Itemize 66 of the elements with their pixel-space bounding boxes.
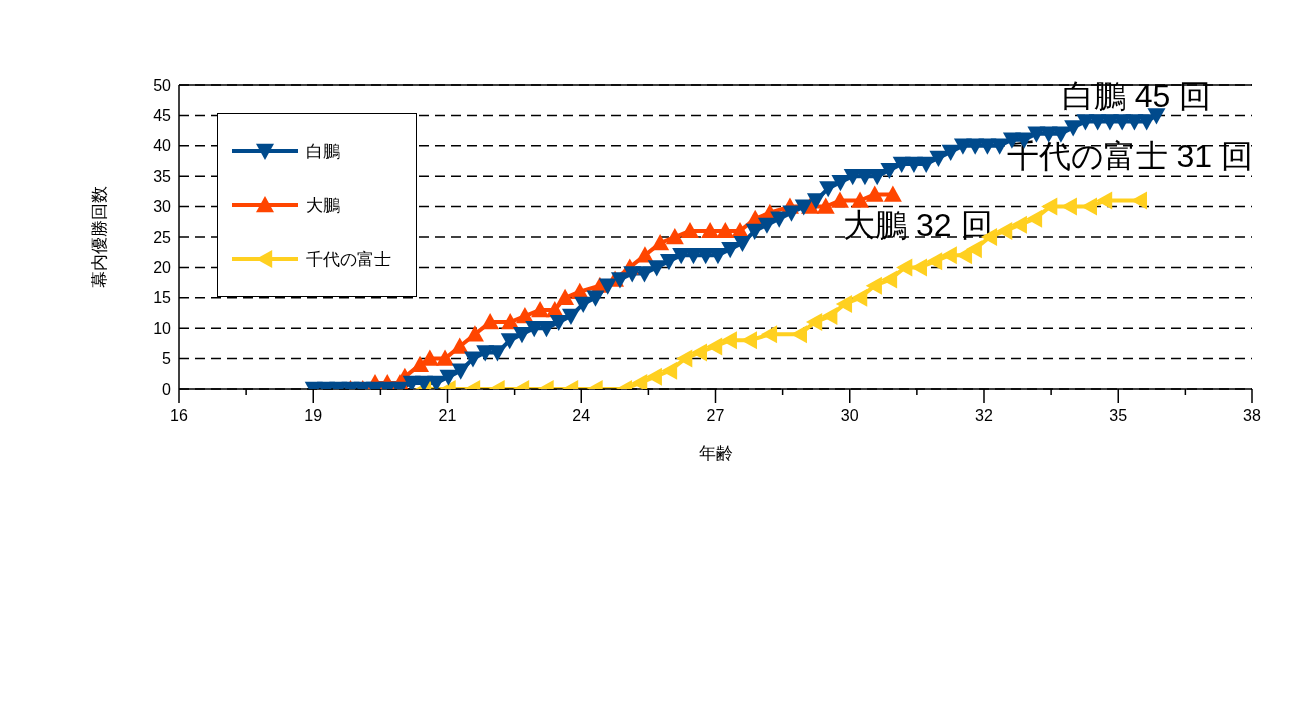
y-tick-label: 15: [153, 289, 172, 307]
point: [501, 313, 520, 330]
legend-label: 千代の富士: [306, 248, 391, 271]
x-tick-label: 38: [1243, 407, 1261, 424]
point: [805, 313, 823, 332]
point: [821, 307, 838, 326]
point: [1041, 197, 1058, 216]
point: [481, 313, 500, 330]
point: [996, 221, 1013, 240]
point: [681, 221, 700, 239]
point: [835, 294, 853, 313]
point: [830, 191, 849, 208]
point: [896, 258, 913, 277]
y-tick-label: 10: [153, 319, 172, 337]
point: [883, 185, 902, 202]
point: [1010, 215, 1027, 234]
point: [665, 228, 684, 245]
y-tick-label: 0: [162, 380, 172, 398]
x-tick-label: 24: [572, 407, 591, 424]
x-tick-label: 32: [975, 407, 993, 424]
x-tick-label: 19: [304, 407, 323, 424]
point: [556, 288, 575, 305]
point: [676, 349, 693, 368]
x-tick-label: 35: [1109, 407, 1128, 424]
x-tick-label: 30: [840, 407, 859, 424]
point: [720, 331, 737, 350]
point: [1096, 191, 1113, 210]
point: [851, 288, 868, 307]
point: [865, 276, 882, 295]
point: [701, 221, 720, 239]
legend-label: 大鵬: [306, 194, 340, 217]
point: [660, 361, 678, 380]
point: [865, 185, 884, 202]
y-tick-label: 40: [153, 137, 172, 155]
x-tick-label: 21: [438, 407, 457, 424]
point: [411, 355, 430, 372]
x-axis-title: 年齢: [698, 444, 733, 463]
legend-label: 白鵬: [306, 140, 340, 163]
point: [450, 337, 469, 354]
y-tick-label: 30: [153, 198, 172, 216]
point: [940, 246, 957, 265]
y-tick-label: 5: [162, 350, 172, 368]
point: [880, 270, 898, 289]
y-tick-label: 35: [153, 167, 172, 185]
point: [926, 252, 943, 271]
y-tick-label: 45: [153, 107, 172, 125]
point: [716, 221, 735, 239]
x-tick-label: 16: [170, 407, 188, 424]
point: [690, 343, 708, 362]
point: [760, 325, 778, 344]
point: [706, 337, 723, 356]
point: [1025, 209, 1043, 228]
annotation: 白鵬 45 回: [1061, 78, 1212, 115]
point: [645, 367, 662, 386]
y-tick-label: 20: [153, 259, 172, 277]
point: [531, 300, 550, 318]
point: [851, 191, 870, 208]
y-tick-label: 25: [153, 228, 172, 246]
point: [631, 373, 648, 389]
point: [816, 197, 835, 214]
point: [965, 240, 982, 259]
point: [651, 234, 670, 251]
y-tick-label: 50: [153, 76, 172, 94]
y-axis-title: 幕内優勝回数: [90, 186, 110, 288]
point: [436, 349, 455, 366]
x-tick-label: 27: [706, 407, 725, 424]
